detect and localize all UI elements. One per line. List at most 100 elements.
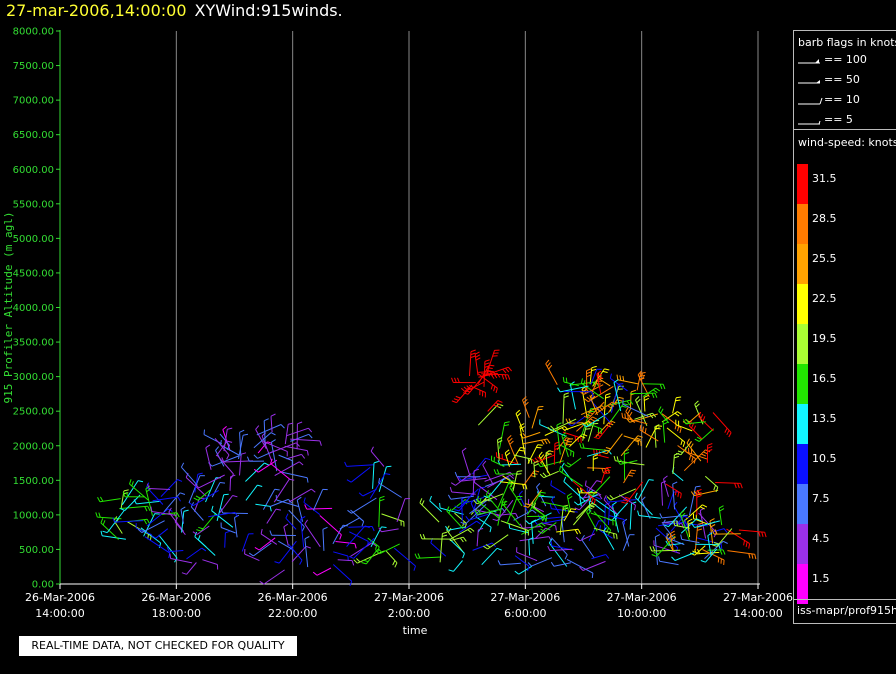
- wind-barb-flag: [550, 561, 555, 567]
- wind-barb-flag: [477, 509, 482, 514]
- wind-barb: [211, 482, 221, 498]
- wind-barb: [312, 489, 324, 511]
- wind-barb: [194, 536, 207, 548]
- wind-barb-flag: [269, 530, 273, 536]
- wind-barb-flag: [188, 502, 194, 507]
- wind-barb-flag: [675, 399, 681, 402]
- wind-barb-flag: [577, 529, 581, 534]
- wind-barb-flag: [658, 406, 662, 412]
- wind-barb: [205, 477, 217, 503]
- wind-barb-flag: [557, 387, 561, 393]
- wind-barb-flag: [257, 484, 263, 487]
- wind-barb: [97, 516, 122, 520]
- wind-barb-flag: [448, 508, 452, 514]
- wind-barb-flag: [605, 393, 611, 396]
- wind-barb-flag: [596, 480, 602, 483]
- wind-barb-flag: [633, 439, 639, 443]
- wind-barb-flag: [685, 418, 690, 424]
- wind-barb-flag: [656, 425, 663, 427]
- wind-barb-flag: [516, 473, 522, 475]
- wind-barb-flag: [445, 525, 449, 531]
- wind-barb-flag: [711, 529, 715, 535]
- wind-barb: [607, 506, 610, 526]
- wind-barb: [569, 433, 584, 448]
- wind-barb: [372, 462, 375, 489]
- wind-barb: [381, 513, 404, 523]
- wind-barb-flag: [548, 538, 553, 544]
- wind-barb-flag: [370, 446, 374, 452]
- wind-barb-flag: [702, 504, 708, 508]
- wind-barb-flag: [354, 543, 357, 549]
- wind-barb-flag: [519, 523, 523, 529]
- wind-barb-flag: [301, 526, 305, 532]
- wind-barb: [568, 457, 582, 468]
- wind-barb: [589, 500, 606, 513]
- wind-barb: [686, 442, 702, 462]
- wind-barb: [353, 537, 375, 559]
- wind-barb: [625, 411, 635, 424]
- wind-barb-flag: [146, 519, 151, 524]
- wind-barb-flag: [569, 510, 575, 513]
- wind-barb: [564, 421, 589, 431]
- wind-barb-flag: [542, 472, 547, 477]
- wind-barb-flag: [613, 379, 619, 383]
- wind-barb: [538, 455, 551, 476]
- wind-barb-flag: [375, 544, 378, 550]
- wind-barb-flag: [655, 387, 661, 392]
- wind-barb-flag: [625, 407, 629, 412]
- wind-barb-flag: [473, 468, 480, 472]
- wind-barb-flag: [463, 386, 469, 391]
- wind-barb: [255, 503, 271, 507]
- wind-barb: [620, 460, 638, 465]
- y-tick-label-8: 4000.00: [13, 303, 54, 314]
- wind-barb-flag: [501, 498, 505, 504]
- wind-barb-flag: [688, 454, 692, 461]
- wind-barb-flag: [642, 426, 644, 432]
- wind-barb: [540, 516, 565, 520]
- wind-barb-flag: [719, 549, 723, 555]
- wind-barb: [629, 503, 632, 530]
- wind-barb-flag: [579, 442, 582, 449]
- x-tick-date-0: 26-Mar-2006: [25, 591, 95, 604]
- wind-barb-flag: [586, 368, 592, 372]
- wind-barb: [149, 488, 170, 490]
- wind-barb: [586, 449, 609, 457]
- y-tick-label-0: 0.00: [32, 580, 54, 591]
- wind-barb-flag: [679, 427, 682, 434]
- wind-barb: [261, 435, 273, 462]
- wind-barb-flag: [609, 403, 615, 407]
- wind-barb-flag: [624, 451, 630, 455]
- wind-barb: [223, 460, 254, 463]
- wind-barb-flag: [474, 351, 480, 355]
- wind-barb-flag: [215, 446, 220, 451]
- wind-barb-flag: [621, 405, 627, 408]
- wind-barb: [244, 553, 260, 562]
- wind-barb-flag: [465, 389, 471, 393]
- wind-barb-flag: [662, 384, 666, 390]
- wind-barb-flag: [634, 492, 638, 498]
- wind-barb: [671, 471, 684, 482]
- colorbar-label: 4.5: [812, 532, 830, 545]
- wind-barb-flag: [246, 456, 250, 462]
- wind-barb-flag: [684, 518, 687, 524]
- wind-barb-flag: [492, 518, 498, 522]
- wind-barb-flag: [561, 462, 565, 468]
- wind-barb-flag: [696, 491, 702, 495]
- wind-barb-flag: [623, 403, 629, 406]
- wind-barb: [531, 557, 553, 567]
- wind-barb-flag: [592, 416, 598, 420]
- wind-barb: [155, 528, 169, 539]
- wind-barb: [239, 432, 242, 457]
- wind-barb: [685, 421, 706, 425]
- wind-barb-flag: [300, 516, 306, 520]
- wind-barb: [579, 533, 596, 542]
- wind-barb: [712, 412, 732, 433]
- wind-barb-flag: [653, 551, 659, 555]
- wind-barb-flag: [621, 412, 624, 418]
- wind-barb-flag: [564, 554, 568, 560]
- wind-barb: [529, 512, 552, 525]
- wind-barb-flag: [696, 488, 702, 492]
- wind-barb-flag: [211, 505, 214, 511]
- wind-barb: [634, 412, 653, 420]
- wind-barb-flag: [540, 491, 546, 494]
